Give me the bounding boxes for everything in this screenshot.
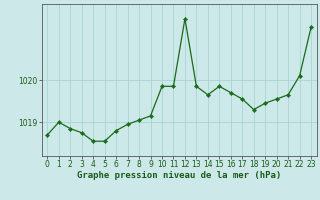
X-axis label: Graphe pression niveau de la mer (hPa): Graphe pression niveau de la mer (hPa) (77, 171, 281, 180)
